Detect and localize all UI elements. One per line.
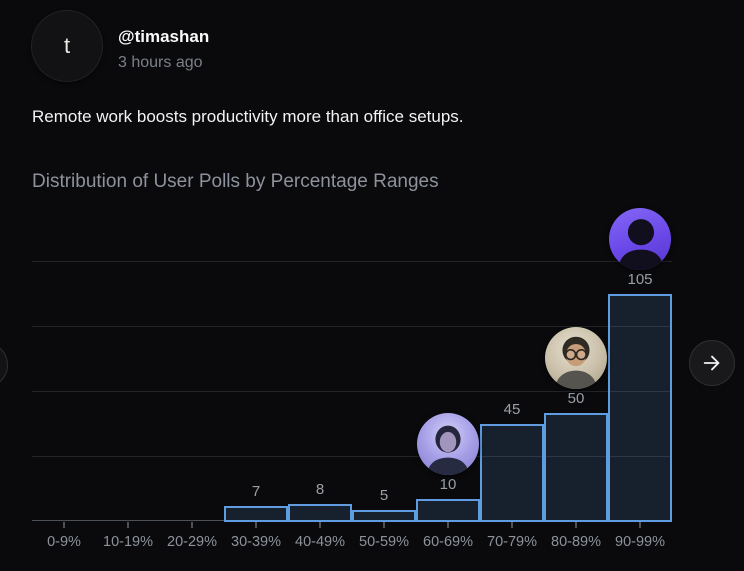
chart-title: Distribution of User Polls by Percentage… <box>32 171 439 192</box>
man-silhouette-avatar[interactable] <box>609 208 671 270</box>
bar-value-label: 50 <box>567 390 585 407</box>
bar[interactable] <box>608 294 672 522</box>
x-axis-label: 0-9% <box>47 534 81 550</box>
post-timestamp: 3 hours ago <box>118 54 203 71</box>
x-axis-label: 10-19% <box>103 534 153 550</box>
previous-slide-button[interactable] <box>0 342 8 388</box>
gridline <box>32 456 672 457</box>
arrow-right-icon <box>703 355 720 371</box>
next-slide-button[interactable] <box>689 340 735 386</box>
axis-tick <box>63 522 65 528</box>
bar-value-label: 8 <box>315 481 325 498</box>
axis-tick <box>319 522 321 528</box>
woman-portrait-avatar[interactable] <box>417 413 479 475</box>
man-glasses-avatar[interactable] <box>545 327 607 389</box>
bar[interactable] <box>544 413 608 522</box>
bar[interactable] <box>224 506 288 522</box>
bar-value-label: 10 <box>439 476 457 493</box>
axis-tick <box>191 522 193 528</box>
x-axis-label: 20-29% <box>167 534 217 550</box>
user-avatar-letter: t <box>63 33 71 58</box>
x-axis-label: 30-39% <box>231 534 281 550</box>
x-axis-label: 70-79% <box>487 534 537 550</box>
user-avatar[interactable]: t <box>31 10 103 82</box>
axis-tick <box>575 522 577 528</box>
axis-tick <box>447 522 449 528</box>
gridline <box>32 326 672 327</box>
bar[interactable] <box>352 510 416 522</box>
axis-tick <box>127 522 129 528</box>
axis-tick <box>255 522 257 528</box>
x-axis-label: 90-99% <box>615 534 665 550</box>
x-axis-label: 50-59% <box>359 534 409 550</box>
bar[interactable] <box>416 499 480 522</box>
username[interactable]: @timashan <box>118 27 210 46</box>
post-text: Remote work boosts productivity more tha… <box>32 107 464 126</box>
bar-value-label: 105 <box>627 271 653 288</box>
bar[interactable] <box>480 424 544 522</box>
bar-value-label: 5 <box>379 487 389 504</box>
x-axis-label: 60-69% <box>423 534 473 550</box>
axis-tick <box>383 522 385 528</box>
axis-tick <box>639 522 641 528</box>
bar-value-label: 7 <box>251 483 261 500</box>
bar-value-label: 45 <box>503 401 521 418</box>
x-axis-label: 40-49% <box>295 534 345 550</box>
x-axis-label: 80-89% <box>551 534 601 550</box>
gridline <box>32 261 672 262</box>
bar[interactable] <box>288 504 352 522</box>
gridline <box>32 391 672 392</box>
axis-tick <box>511 522 513 528</box>
